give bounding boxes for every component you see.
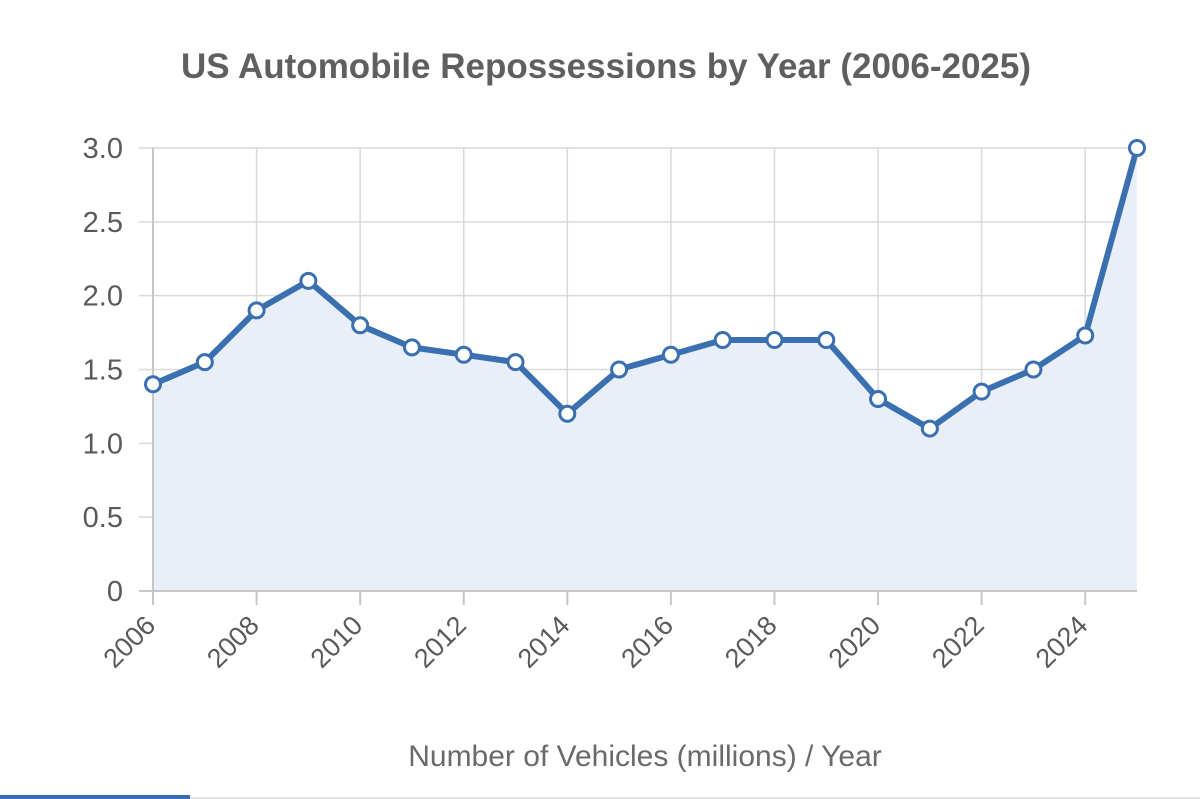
data-point [195,353,214,372]
x-tick-label: 2024 [1030,610,1094,674]
y-tick-label: 0.5 [83,502,123,534]
area-layer [153,148,1137,591]
series-line-layer [150,145,1140,432]
data-point [661,345,680,364]
data-point [1076,326,1095,345]
x-tick-label: 2016 [615,610,679,674]
data-point [299,271,318,290]
series-line [150,145,1140,432]
data-point [920,419,939,438]
y-tick-label: 1.5 [83,355,123,387]
data-point [558,404,577,423]
data-point [402,338,421,357]
bottom-divider [190,797,1200,799]
data-point [1024,360,1043,379]
y-tick-label: 1.0 [83,428,123,460]
chart-title: US Automobile Repossessions by Year (200… [181,47,1031,86]
x-axis-ticks: 2006 2008 2010 2012 2014 2016 2018 2020 2022 2024 [98,610,1094,674]
data-point [144,375,162,394]
data-point [351,316,370,335]
bottom-accent-bar [0,795,190,799]
data-point [765,330,784,349]
x-tick-label: 2020 [823,610,887,674]
data-point [610,360,629,379]
x-axis-title: Number of Vehicles (millions) / Year [408,740,882,773]
data-point [713,330,732,349]
y-tick-label: 2.0 [83,281,123,313]
x-tick-label: 2010 [305,610,369,674]
data-point [817,330,836,349]
y-tick-label: 2.5 [83,207,123,239]
x-tick-label: 2018 [719,610,783,674]
series-area-fill [153,148,1137,591]
x-tick-label: 2014 [512,610,576,674]
data-point [869,390,888,409]
data-points [144,139,1146,438]
x-tick-label: 2012 [408,610,472,674]
data-point [1128,139,1146,157]
data-point [454,345,473,364]
data-point [972,382,991,401]
y-tick-label: 3.0 [83,133,123,165]
data-point [247,301,266,320]
x-tick-label: 2006 [98,610,162,674]
x-tick-label: 2022 [926,610,990,674]
y-axis-ticks: 0 0.5 1.0 1.5 2.0 2.5 3.0 [83,133,123,608]
y-tick-label: 0 [107,576,123,608]
data-point [506,353,525,372]
x-tick-label: 2008 [201,610,265,674]
